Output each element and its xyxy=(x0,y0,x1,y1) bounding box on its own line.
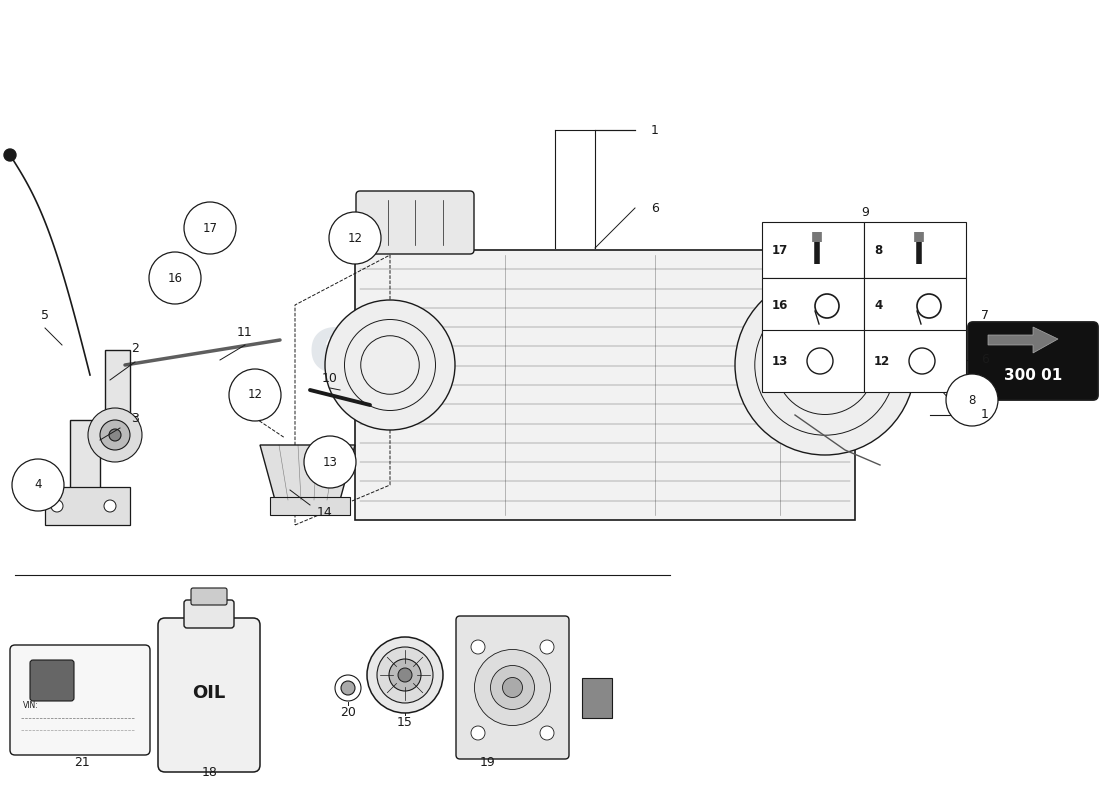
Circle shape xyxy=(491,666,535,710)
Circle shape xyxy=(329,212,381,264)
FancyBboxPatch shape xyxy=(456,616,569,759)
Text: a passion for parts: a passion for parts xyxy=(411,430,648,450)
Text: 6: 6 xyxy=(651,202,659,214)
Text: 4: 4 xyxy=(874,299,882,313)
Circle shape xyxy=(377,647,433,703)
Circle shape xyxy=(109,429,121,441)
Text: 2: 2 xyxy=(131,342,139,354)
Circle shape xyxy=(540,640,554,654)
FancyBboxPatch shape xyxy=(45,487,130,525)
Text: 17: 17 xyxy=(202,222,218,234)
Text: 21: 21 xyxy=(74,755,90,769)
Polygon shape xyxy=(988,327,1058,353)
FancyBboxPatch shape xyxy=(968,322,1098,400)
Text: 15: 15 xyxy=(397,715,412,729)
Text: 4: 4 xyxy=(34,478,42,491)
FancyBboxPatch shape xyxy=(270,497,350,515)
Bar xyxy=(762,222,864,278)
Text: 18: 18 xyxy=(202,766,218,778)
FancyBboxPatch shape xyxy=(355,250,855,520)
Polygon shape xyxy=(260,445,355,500)
Text: 13: 13 xyxy=(772,354,789,367)
Text: 14: 14 xyxy=(317,506,333,518)
Circle shape xyxy=(184,202,236,254)
Circle shape xyxy=(88,408,142,462)
Text: 16: 16 xyxy=(772,299,789,313)
Circle shape xyxy=(12,459,64,511)
Text: 9: 9 xyxy=(861,206,869,218)
Bar xyxy=(864,222,966,278)
Text: 19: 19 xyxy=(480,755,496,769)
Circle shape xyxy=(735,275,915,455)
Circle shape xyxy=(324,300,455,430)
FancyBboxPatch shape xyxy=(30,660,74,701)
Text: 10: 10 xyxy=(322,371,338,385)
Text: eurospe·s: eurospe·s xyxy=(307,311,752,389)
Text: OIL: OIL xyxy=(192,684,226,702)
FancyBboxPatch shape xyxy=(158,618,260,772)
Circle shape xyxy=(100,420,130,450)
Circle shape xyxy=(336,675,361,701)
Polygon shape xyxy=(70,350,130,490)
Bar xyxy=(762,330,864,392)
FancyBboxPatch shape xyxy=(10,645,150,755)
Text: 20: 20 xyxy=(340,706,356,718)
Circle shape xyxy=(229,369,280,421)
Circle shape xyxy=(471,726,485,740)
Circle shape xyxy=(341,681,355,695)
Circle shape xyxy=(367,637,443,713)
Bar xyxy=(762,278,864,334)
Circle shape xyxy=(304,436,356,488)
Text: 11: 11 xyxy=(238,326,253,338)
Circle shape xyxy=(474,650,550,726)
Circle shape xyxy=(104,500,116,512)
Text: 16: 16 xyxy=(167,271,183,285)
Circle shape xyxy=(540,726,554,740)
FancyBboxPatch shape xyxy=(184,600,234,628)
FancyBboxPatch shape xyxy=(893,325,925,347)
FancyBboxPatch shape xyxy=(356,191,474,254)
Text: 5: 5 xyxy=(41,309,50,322)
Circle shape xyxy=(503,678,522,698)
Bar xyxy=(864,330,966,392)
Circle shape xyxy=(148,252,201,304)
Polygon shape xyxy=(582,678,612,718)
Circle shape xyxy=(4,149,16,161)
FancyBboxPatch shape xyxy=(191,588,227,605)
Text: 12: 12 xyxy=(874,354,890,367)
Text: 12: 12 xyxy=(248,389,263,402)
Circle shape xyxy=(946,374,998,426)
Text: 17: 17 xyxy=(772,243,789,257)
Circle shape xyxy=(389,659,421,691)
Text: 3: 3 xyxy=(131,411,139,425)
Circle shape xyxy=(398,668,412,682)
Circle shape xyxy=(471,640,485,654)
Text: 12: 12 xyxy=(348,231,363,245)
Text: 300 01: 300 01 xyxy=(1004,367,1063,382)
Text: 8: 8 xyxy=(874,243,882,257)
Text: 1: 1 xyxy=(981,409,989,422)
Text: 6: 6 xyxy=(981,354,989,366)
Text: 1: 1 xyxy=(651,123,659,137)
Circle shape xyxy=(51,500,63,512)
Text: VIN:: VIN: xyxy=(23,701,38,710)
Text: 13: 13 xyxy=(322,455,338,469)
Text: 8: 8 xyxy=(968,394,976,406)
Bar xyxy=(864,278,966,334)
Text: 7: 7 xyxy=(981,309,989,322)
